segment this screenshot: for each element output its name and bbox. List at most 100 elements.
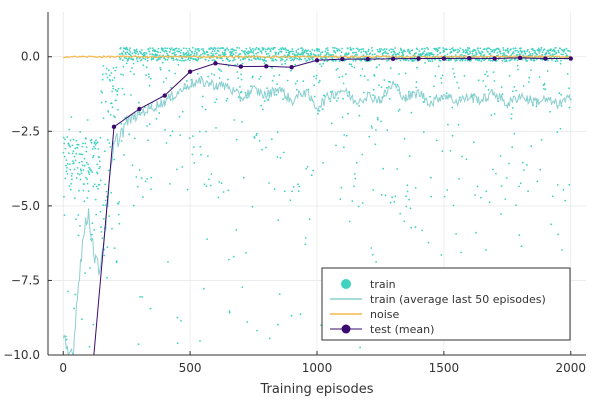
train-point: [323, 60, 326, 62]
train-point: [469, 50, 471, 53]
train-point: [520, 245, 523, 248]
train-point: [440, 82, 443, 84]
train-point: [500, 185, 503, 188]
train-point: [297, 48, 300, 51]
train-point: [172, 57, 175, 59]
train-point: [85, 137, 87, 140]
train-point: [81, 164, 84, 167]
train-point: [72, 160, 74, 163]
train-point: [568, 87, 570, 90]
train-point: [253, 137, 256, 139]
train-point: [430, 176, 432, 179]
train-point: [94, 147, 97, 150]
train-point: [353, 185, 355, 188]
train-point: [516, 49, 518, 52]
train-point: [560, 59, 562, 62]
train-point: [140, 177, 143, 180]
train-point: [503, 52, 505, 54]
train-point: [313, 84, 316, 86]
train-point: [376, 116, 379, 119]
train-point: [219, 47, 222, 49]
train-point: [508, 162, 510, 165]
train-point: [146, 125, 148, 127]
train-point: [413, 53, 416, 55]
train-point: [102, 117, 105, 120]
train-point: [422, 52, 425, 55]
train-point: [481, 51, 484, 54]
train-point: [406, 184, 409, 187]
train-point: [527, 48, 529, 51]
train-point: [99, 210, 102, 213]
train-point: [293, 53, 296, 55]
train-point: [238, 47, 241, 49]
train-point: [432, 53, 435, 56]
train-point: [566, 73, 569, 75]
train-point: [228, 258, 230, 261]
train-point: [188, 47, 191, 50]
train-point: [402, 58, 405, 61]
train-point: [91, 171, 94, 174]
train-point: [156, 53, 159, 56]
train-point: [335, 100, 338, 102]
train-point: [367, 79, 369, 81]
train-point: [214, 47, 217, 50]
train-point: [180, 319, 182, 322]
train-point: [359, 48, 361, 51]
train-point: [74, 147, 77, 150]
train-point: [72, 138, 75, 141]
train-point: [387, 52, 389, 55]
train-point: [88, 345, 91, 348]
train-point: [358, 50, 360, 52]
train-point: [273, 188, 276, 191]
train-point: [283, 48, 285, 51]
train-point: [213, 50, 216, 52]
train-point: [351, 200, 354, 202]
train-point: [275, 93, 278, 96]
train-point: [384, 50, 387, 53]
train-point: [336, 67, 339, 70]
train-point: [233, 119, 236, 121]
train-point: [167, 261, 169, 263]
train-point: [461, 58, 464, 61]
train-point: [508, 74, 511, 77]
train-point: [154, 53, 157, 56]
train-point: [290, 69, 292, 72]
train-point: [157, 58, 159, 61]
train-point: [120, 140, 123, 142]
train-point: [207, 75, 210, 78]
train-point: [102, 217, 105, 220]
train-point: [247, 50, 250, 53]
train-point: [399, 212, 402, 215]
train-point: [398, 51, 401, 54]
train-point: [100, 90, 103, 92]
train-point: [159, 68, 162, 71]
train-point: [239, 85, 241, 88]
train-point: [553, 50, 556, 52]
train-point: [337, 48, 340, 51]
train-point: [92, 156, 94, 159]
train-point: [141, 296, 144, 298]
train-point: [406, 190, 409, 193]
train-point: [230, 48, 233, 51]
train-point: [273, 75, 275, 77]
train-point: [189, 49, 192, 52]
train-point: [499, 155, 502, 157]
train-point: [158, 112, 161, 114]
train-point: [114, 116, 116, 119]
train-point: [286, 79, 289, 82]
train-point: [315, 74, 318, 77]
train-point: [253, 54, 256, 57]
train-point: [214, 52, 217, 55]
train-point: [81, 318, 83, 321]
train-point: [271, 59, 273, 62]
train-point: [416, 48, 419, 51]
train-point: [106, 276, 108, 279]
train-point: [308, 218, 311, 221]
train-point: [62, 136, 65, 139]
train-point: [90, 138, 93, 141]
train-point: [165, 77, 168, 80]
train-point: [196, 51, 198, 54]
train-point: [162, 47, 164, 50]
train-point: [371, 49, 374, 52]
train-point: [331, 57, 334, 59]
